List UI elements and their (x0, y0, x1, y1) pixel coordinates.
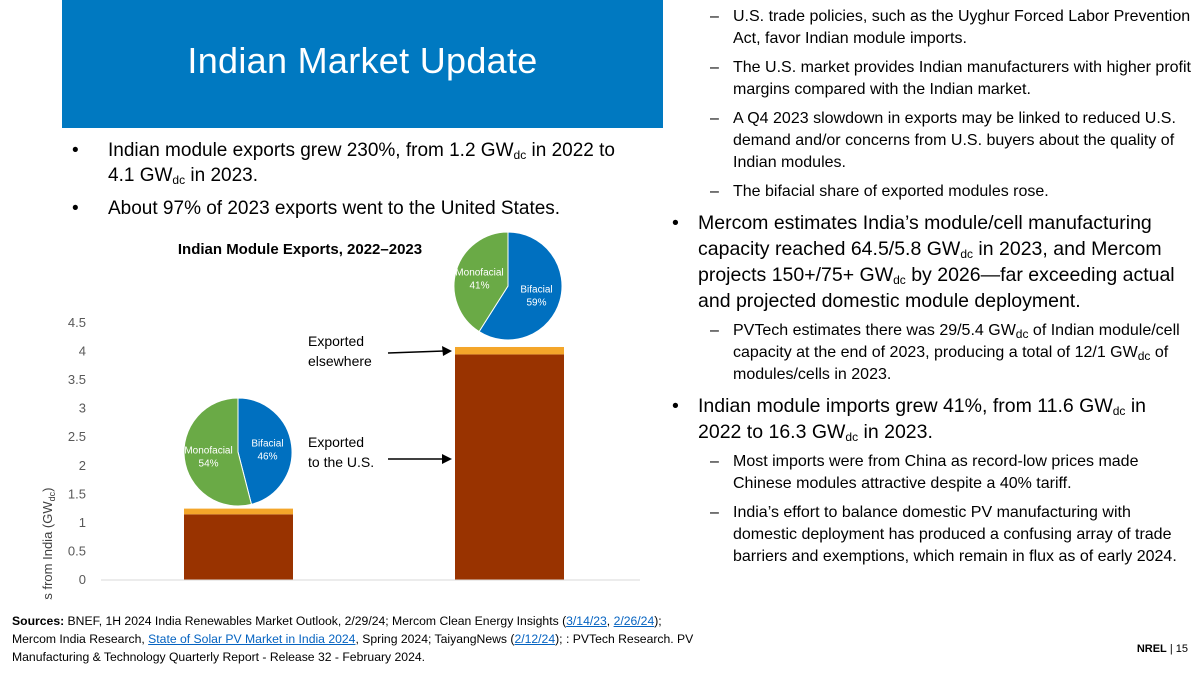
pie-slice-pct: 41% (469, 281, 489, 292)
y-tick-label: 1.5 (68, 486, 86, 501)
source-link-mercom-1[interactable]: 3/14/23 (566, 614, 607, 628)
pie-slice-label: Bifacial (251, 438, 283, 449)
source-link-mercom-2[interactable]: 2/26/24 (613, 614, 655, 628)
exports-chart: Indian Module Exports, 2022–2023 Module … (40, 231, 640, 600)
chart-title: Indian Module Exports, 2022–2023 (178, 241, 422, 258)
bar-2022-series-1 (184, 508, 293, 515)
annotation-elsewhere: Exported elsewhere (308, 333, 372, 369)
bar-2022-series-0 (184, 514, 293, 580)
bar-2023-series-1 (455, 346, 564, 355)
y-tick-label: 4.5 (68, 315, 86, 330)
right-text-column: – U.S. trade policies, such as the Uyghur… (668, 6, 1193, 575)
y-tick-label: 0.5 (68, 543, 86, 558)
sub-bullet: – The U.S. market provides Indian manufac… (710, 59, 1191, 98)
bullet-dot: • (72, 140, 79, 161)
x-axis-ticks: 2022 2023 (224, 597, 524, 600)
bullet-mercom-capacity: • Mercom estimates India’s module/cell m… (672, 212, 1175, 312)
pie-2022-slice-bifacial (237, 397, 293, 505)
source-link-taiyangnews[interactable]: 2/12/24 (514, 632, 556, 646)
annotation-us: Exported to the U.S. (308, 434, 374, 470)
y-axis-ticks: 0 0.5 1 1.5 2 2.5 3 3.5 4 4.5 (68, 315, 86, 587)
pie-2022-slice-monofacial (183, 397, 253, 507)
pie-2023-slice-bifacial (478, 231, 563, 341)
x-tick-label: 2023 (495, 597, 524, 600)
left-bullet-list: • Indian module exports grew 230%, from … (72, 138, 632, 229)
y-tick-label: 1 (79, 515, 86, 530)
page-number: 15 (1175, 643, 1188, 655)
title-banner: Indian Market Update (62, 0, 663, 128)
arrowhead-elsewhere (442, 346, 452, 356)
pie-2023-slice-monofacial (453, 231, 509, 333)
sub-bullet: – India’s effort to balance domestic PV m… (710, 504, 1177, 565)
y-tick-label: 2.5 (68, 429, 86, 444)
slide-title: Indian Market Update (187, 40, 538, 81)
y-tick-label: 2 (79, 458, 86, 473)
pies: Bifacial 46% Monofacial 54% Bifacial 59% Monof… (183, 231, 563, 507)
y-tick-label: 3 (79, 401, 86, 416)
y-tick-label: 4 (79, 344, 86, 359)
slide-footer: NREL | 15 (1136, 643, 1188, 655)
bullet-us-share: • About 97% of 2023 exports went to the … (72, 198, 561, 219)
y-tick-label: 0 (79, 572, 86, 587)
arrow-elsewhere (387, 350, 445, 354)
y-tick-label: 3.5 (68, 372, 86, 387)
pie-slice-pct: 46% (257, 451, 277, 462)
pie-slice-pct: 54% (199, 459, 219, 470)
sub-bullet: – U.S. trade policies, such as the Uyghur… (710, 8, 1191, 47)
bullet-imports-growth: • Indian module imports grew 41%, from 1… (672, 395, 1147, 444)
nrel-logo-text: NREL (1136, 643, 1167, 655)
pie-slice-pct: 59% (527, 297, 547, 308)
bullet-exports-growth: • Indian module exports grew 230%, from … (72, 140, 615, 187)
pie-slice-label: Monofacial (184, 446, 232, 457)
arrowhead-us (442, 454, 452, 464)
x-tick-label: 2022 (224, 597, 253, 600)
y-axis-label: Module exports from India (GWdc) (40, 488, 57, 600)
bullet-dot: • (72, 198, 79, 219)
pie-slice-label: Monofacial (455, 268, 503, 279)
sub-bullet-pvtech: – PVTech estimates there was 29/5.4 GWdc… (710, 322, 1180, 383)
pie-slice-label: Bifacial (520, 284, 552, 295)
bars (184, 346, 564, 580)
bar-2023-series-0 (455, 354, 564, 580)
sources-note: Sources: BNEF, 1H 2024 India Renewables … (12, 614, 694, 664)
sub-bullet: – The bifacial share of exported modules … (710, 183, 1049, 200)
sub-bullet: – A Q4 2023 slowdown in exports may be li… (710, 110, 1176, 171)
sub-bullet: – Most imports were from China as record-… (710, 453, 1139, 492)
source-link-mercom-report[interactable]: State of Solar PV Market in India 2024 (148, 632, 356, 646)
